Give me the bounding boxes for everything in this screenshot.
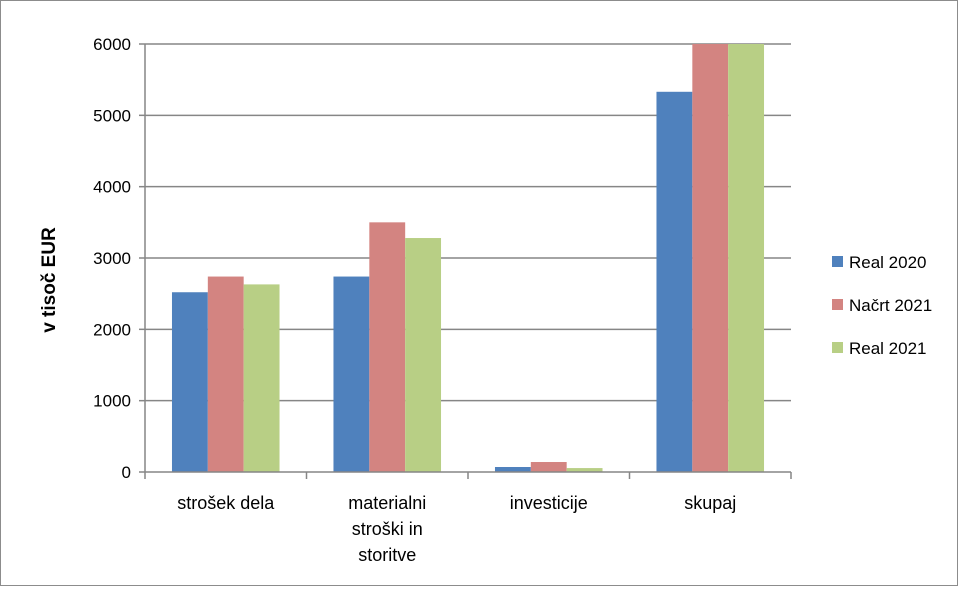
bar xyxy=(207,276,244,472)
bar xyxy=(333,276,370,472)
x-tick-label: strošek dela xyxy=(177,493,275,513)
axes: 0 1000 2000 3000 4000 5000 6000 strošek dela mat… xyxy=(93,35,792,565)
legend-swatch xyxy=(832,342,843,353)
bar xyxy=(405,238,442,472)
y-axis-title: v tisoč EUR xyxy=(39,227,60,333)
bar xyxy=(692,44,729,472)
legend-label: Real 2020 xyxy=(849,253,927,272)
y-tick-label: 1000 xyxy=(93,392,131,411)
legend-swatch xyxy=(832,256,843,267)
x-tick-label: investicije xyxy=(510,493,588,513)
bar xyxy=(494,467,531,472)
bars xyxy=(171,44,765,472)
legend-label: Načrt 2021 xyxy=(849,296,932,315)
y-tick-label: 2000 xyxy=(93,320,131,339)
bar xyxy=(171,292,208,472)
bar xyxy=(566,468,603,472)
bar xyxy=(369,222,406,472)
legend-swatch xyxy=(832,299,843,310)
bar xyxy=(530,462,567,472)
bar xyxy=(728,44,765,472)
y-tick-label: 5000 xyxy=(93,106,131,125)
y-tick-label: 3000 xyxy=(93,249,131,268)
y-tick-label: 6000 xyxy=(93,35,131,54)
bar xyxy=(656,91,693,472)
legend-label: Real 2021 xyxy=(849,339,927,358)
x-tick-label: skupaj xyxy=(684,493,736,513)
bar xyxy=(243,284,280,472)
y-tick-label: 0 xyxy=(122,463,131,482)
y-tick-label: 4000 xyxy=(93,178,131,197)
legend: Real 2020 Načrt 2021 Real 2021 xyxy=(832,253,932,358)
x-tick-label: materialni stroški in storitve xyxy=(348,493,426,565)
